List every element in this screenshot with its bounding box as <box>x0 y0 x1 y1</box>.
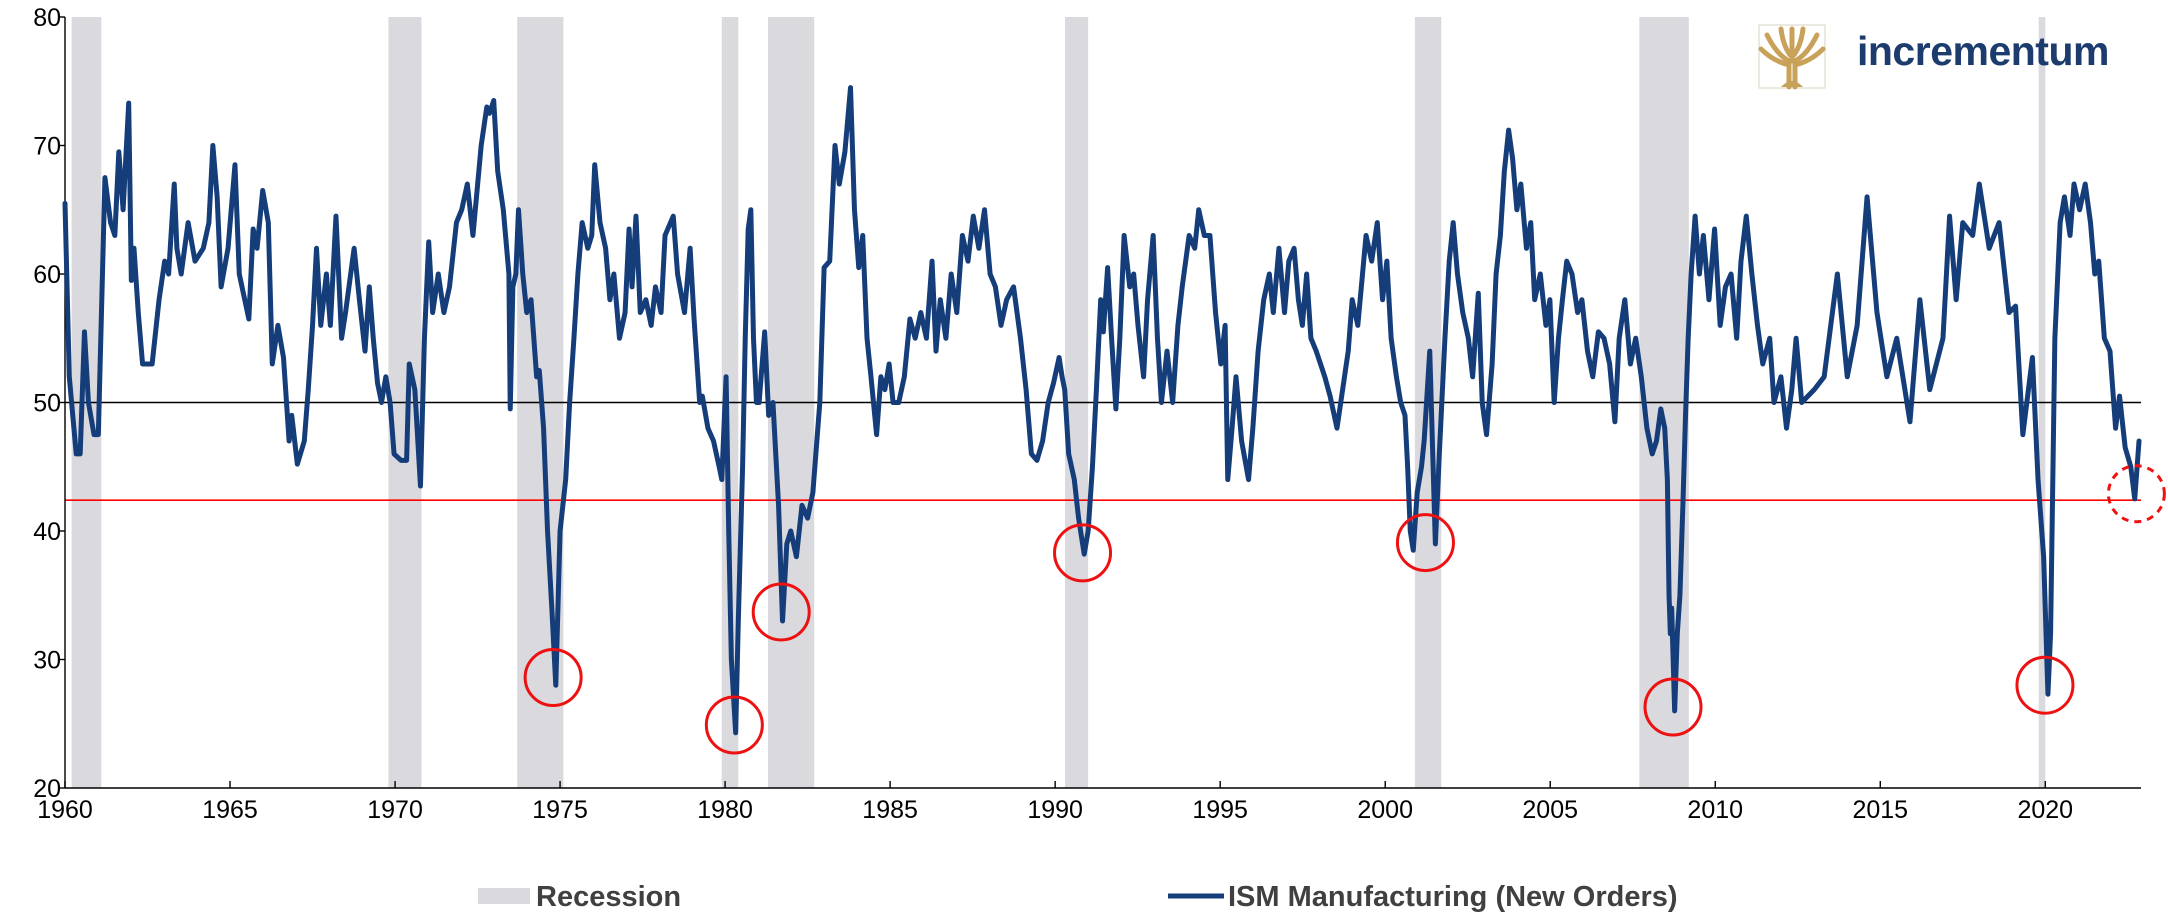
y-tick-label: 20 <box>33 775 61 803</box>
x-tick-label: 1975 <box>532 796 588 824</box>
highlight-circle <box>704 695 764 755</box>
y-tick-label: 80 <box>33 4 61 32</box>
reference-lines <box>65 401 2141 501</box>
x-tick-label: 1980 <box>697 796 753 824</box>
highlight-circle <box>2015 655 2075 715</box>
x-tick-label: 1995 <box>1192 796 1248 824</box>
highlight-circle <box>1643 677 1703 737</box>
highlight-circle <box>1395 513 1455 573</box>
y-tick-label: 50 <box>33 390 61 418</box>
logo-frame <box>1758 24 1826 89</box>
x-tick-label: 2015 <box>1852 796 1908 824</box>
x-tick-label: 1965 <box>202 796 258 824</box>
axes: 20 30 40 50 60 70 80 1960 1965 1970 1975 1980 1985 19… <box>33 4 2141 824</box>
x-tick-label: 1960 <box>37 796 93 824</box>
legend: Recession ISM Manufacturing (New Orders) <box>478 881 1678 913</box>
series-lines <box>62 85 2142 736</box>
legend-label: Recession <box>536 881 681 913</box>
y-tick-label: 60 <box>33 261 61 289</box>
highlight-circle <box>751 582 811 642</box>
logo-text: incrementum <box>1857 28 2109 74</box>
highlights <box>523 464 2166 755</box>
highlight-circle <box>2106 464 2166 524</box>
x-tick-label: 1985 <box>862 796 918 824</box>
x-tick-label: 2000 <box>1357 796 1413 824</box>
highlight-circle <box>1053 523 1113 583</box>
x-tick-label: 2020 <box>2017 796 2073 824</box>
legend-swatch <box>478 888 530 904</box>
x-tick-label: 2010 <box>1687 796 1743 824</box>
logo-tree <box>1758 26 1826 90</box>
legend-label: ISM Manufacturing (New Orders) <box>1228 881 1678 913</box>
y-tick-label: 30 <box>33 647 61 675</box>
series-line <box>62 85 2142 736</box>
x-tick-label: 1990 <box>1027 796 1083 824</box>
logo-roots <box>1781 81 1803 87</box>
y-tick-label: 40 <box>33 518 61 546</box>
y-tick-label: 70 <box>33 133 61 161</box>
x-tick-label: 2005 <box>1522 796 1578 824</box>
logo: incrementum <box>1758 24 2109 90</box>
x-tick-label: 1970 <box>367 796 423 824</box>
highlight-circle <box>523 647 583 707</box>
